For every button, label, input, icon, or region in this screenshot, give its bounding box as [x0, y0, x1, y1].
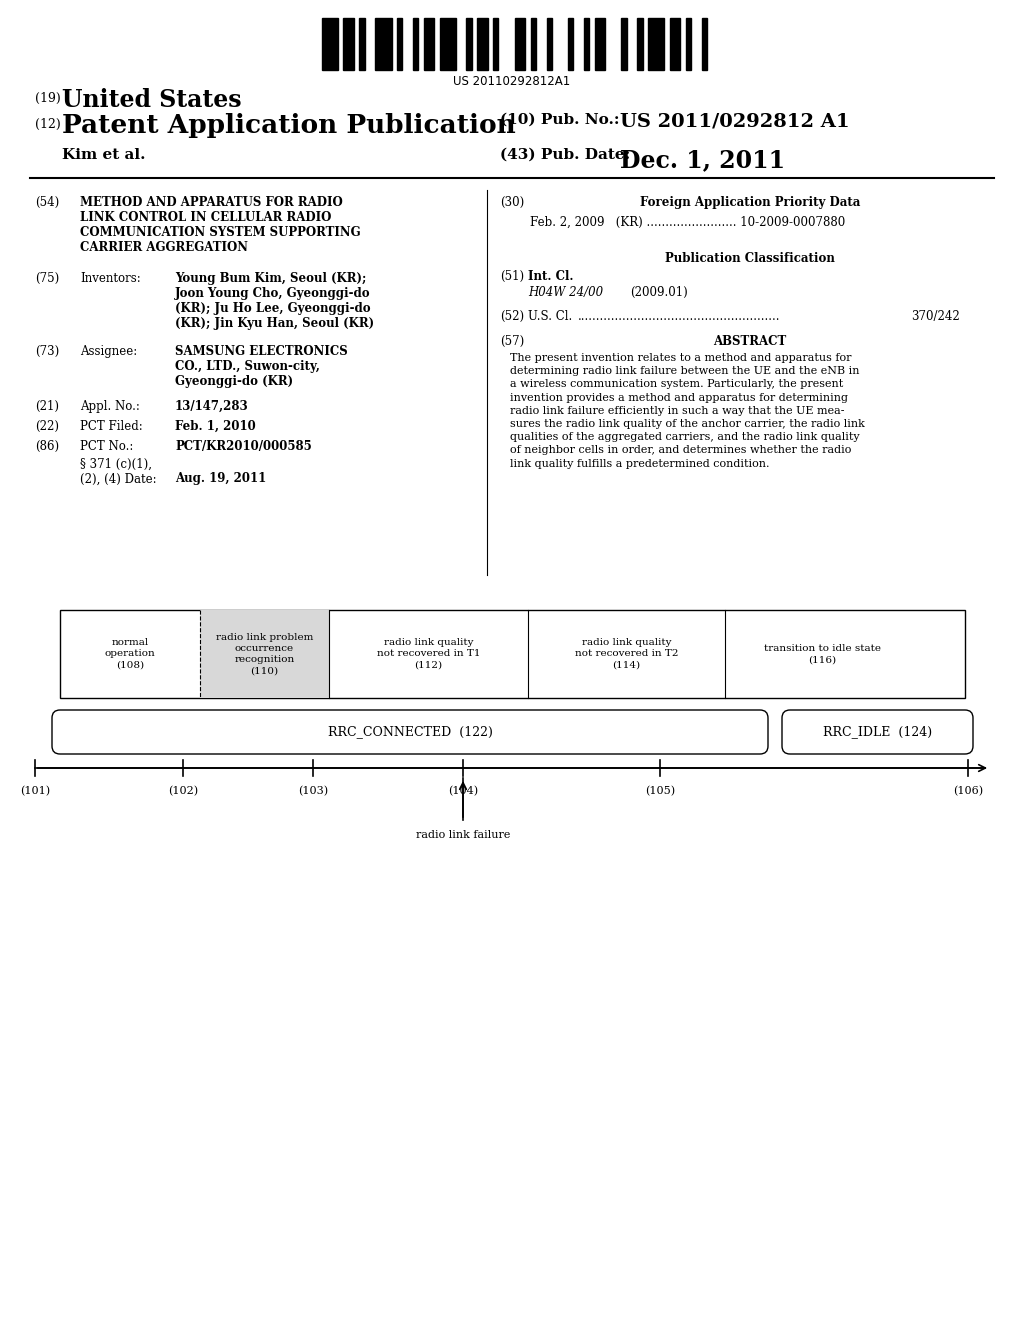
- Bar: [439, 18, 456, 70]
- Text: PCT/KR2010/000585: PCT/KR2010/000585: [175, 440, 311, 453]
- Text: radio link quality
not recovered in T1
(112): radio link quality not recovered in T1 (…: [377, 639, 480, 669]
- Bar: [376, 18, 391, 70]
- Bar: [622, 18, 627, 70]
- Bar: [670, 18, 680, 70]
- Text: ......................................................: ........................................…: [578, 310, 780, 323]
- Text: (101): (101): [19, 785, 50, 796]
- Text: Appl. No.:: Appl. No.:: [80, 400, 140, 413]
- Text: 13/147,283: 13/147,283: [175, 400, 249, 413]
- Text: Feb. 1, 2010: Feb. 1, 2010: [175, 420, 256, 433]
- Bar: [201, 610, 329, 698]
- Text: PCT Filed:: PCT Filed:: [80, 420, 142, 433]
- Bar: [466, 18, 472, 70]
- Text: (103): (103): [298, 785, 328, 796]
- Text: Publication Classification: Publication Classification: [665, 252, 835, 265]
- Text: (52): (52): [500, 310, 524, 323]
- Text: § 371 (c)(1),
(2), (4) Date:: § 371 (c)(1), (2), (4) Date:: [80, 458, 157, 486]
- Text: Aug. 19, 2011: Aug. 19, 2011: [175, 473, 266, 484]
- Text: The present invention relates to a method and apparatus for
determining radio li: The present invention relates to a metho…: [510, 352, 865, 469]
- Bar: [424, 18, 434, 70]
- Bar: [648, 18, 665, 70]
- Text: United States: United States: [62, 88, 242, 112]
- Text: (22): (22): [35, 420, 59, 433]
- Text: (21): (21): [35, 400, 59, 413]
- Bar: [530, 18, 536, 70]
- Bar: [413, 18, 418, 70]
- Text: Young Bum Kim, Seoul (KR);
Joon Young Cho, Gyeonggi-do
(KR); Ju Ho Lee, Gyeonggi: Young Bum Kim, Seoul (KR); Joon Young Ch…: [175, 272, 374, 330]
- Text: (73): (73): [35, 345, 59, 358]
- Text: Kim et al.: Kim et al.: [62, 148, 145, 162]
- Text: (10) Pub. No.:: (10) Pub. No.:: [500, 114, 620, 127]
- Bar: [494, 18, 499, 70]
- FancyBboxPatch shape: [782, 710, 973, 754]
- Text: (51): (51): [500, 271, 524, 282]
- Text: radio link quality
not recovered in T2
(114): radio link quality not recovered in T2 (…: [574, 639, 678, 669]
- Text: (2009.01): (2009.01): [630, 286, 688, 300]
- Text: METHOD AND APPARATUS FOR RADIO
LINK CONTROL IN CELLULAR RADIO
COMMUNICATION SYST: METHOD AND APPARATUS FOR RADIO LINK CONT…: [80, 195, 360, 253]
- Text: 370/242: 370/242: [911, 310, 961, 323]
- Bar: [397, 18, 402, 70]
- Text: (19): (19): [35, 92, 60, 106]
- Text: Feb. 2, 2009   (KR) ........................ 10-2009-0007880: Feb. 2, 2009 (KR) ......................…: [530, 216, 845, 228]
- Bar: [514, 18, 525, 70]
- Text: (30): (30): [500, 195, 524, 209]
- Text: US 20110292812A1: US 20110292812A1: [454, 75, 570, 88]
- Text: (57): (57): [500, 335, 524, 348]
- Bar: [568, 18, 573, 70]
- Bar: [60, 610, 965, 698]
- Bar: [638, 18, 643, 70]
- Bar: [477, 18, 487, 70]
- Text: RRC_IDLE  (124): RRC_IDLE (124): [823, 726, 932, 738]
- Text: (102): (102): [168, 785, 198, 796]
- Text: Patent Application Publication: Patent Application Publication: [62, 114, 516, 139]
- Text: H04W 24/00: H04W 24/00: [528, 286, 603, 300]
- Bar: [322, 18, 338, 70]
- Bar: [701, 18, 707, 70]
- Bar: [547, 18, 552, 70]
- Text: (86): (86): [35, 440, 59, 453]
- Text: Inventors:: Inventors:: [80, 272, 140, 285]
- Text: (106): (106): [953, 785, 983, 796]
- Bar: [595, 18, 605, 70]
- Bar: [343, 18, 354, 70]
- Text: transition to idle state
(116): transition to idle state (116): [764, 644, 881, 664]
- Text: normal
operation
(108): normal operation (108): [104, 639, 156, 669]
- Text: (12): (12): [35, 117, 60, 131]
- Text: Assignee:: Assignee:: [80, 345, 137, 358]
- Bar: [686, 18, 691, 70]
- Text: Int. Cl.: Int. Cl.: [528, 271, 573, 282]
- Bar: [359, 18, 365, 70]
- Text: PCT No.:: PCT No.:: [80, 440, 133, 453]
- Text: (105): (105): [645, 785, 675, 796]
- Text: SAMSUNG ELECTRONICS
CO., LTD., Suwon-city,
Gyeonggi-do (KR): SAMSUNG ELECTRONICS CO., LTD., Suwon-cit…: [175, 345, 348, 388]
- Text: Dec. 1, 2011: Dec. 1, 2011: [620, 148, 785, 172]
- Text: Foreign Application Priority Data: Foreign Application Priority Data: [640, 195, 860, 209]
- Text: US 2011/0292812 A1: US 2011/0292812 A1: [620, 114, 850, 131]
- Text: (104): (104): [447, 785, 478, 796]
- FancyBboxPatch shape: [52, 710, 768, 754]
- Text: (54): (54): [35, 195, 59, 209]
- Text: (43) Pub. Date:: (43) Pub. Date:: [500, 148, 630, 162]
- Bar: [584, 18, 590, 70]
- Text: ABSTRACT: ABSTRACT: [714, 335, 786, 348]
- Text: RRC_CONNECTED  (122): RRC_CONNECTED (122): [328, 726, 493, 738]
- Text: U.S. Cl.: U.S. Cl.: [528, 310, 572, 323]
- Text: radio link failure: radio link failure: [416, 830, 510, 840]
- Text: radio link problem
occurrence
recognition
(110): radio link problem occurrence recognitio…: [216, 632, 313, 675]
- Text: (75): (75): [35, 272, 59, 285]
